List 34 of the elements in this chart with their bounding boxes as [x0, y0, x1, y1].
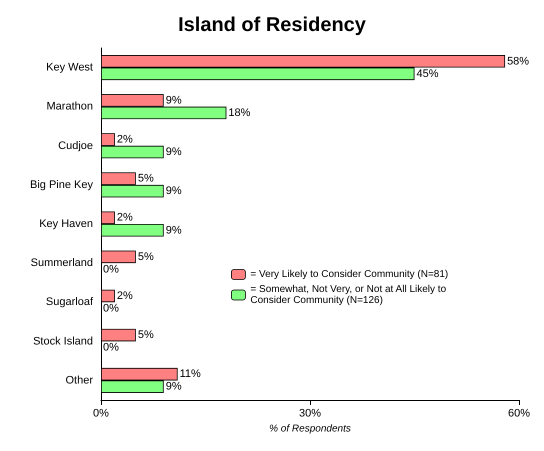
data-label: 0%: [103, 263, 120, 276]
y-tick-label: Stock Island: [33, 335, 93, 348]
data-label: 11%: [180, 368, 202, 380]
y-tick-label: Key Haven: [39, 218, 93, 230]
data-label: 45%: [416, 68, 439, 80]
data-label: 58%: [507, 55, 530, 68]
y-tick-label: Other: [65, 374, 94, 386]
legend-label: = Very Likely to Consider Community (N=81): [250, 269, 448, 280]
y-tick-label: Big Pine Key: [30, 178, 94, 191]
data-label: 2%: [116, 290, 134, 302]
x-tick-label: 60%: [508, 408, 530, 420]
data-label: 9%: [166, 224, 182, 236]
data-label: 9%: [166, 380, 182, 393]
x-axis-title: % of Respondents: [269, 423, 351, 434]
x-tick-label: 30%: [298, 408, 322, 420]
data-label: 5%: [138, 172, 154, 185]
data-label: 0%: [103, 302, 120, 314]
y-tick-label: Cudjoe: [58, 140, 93, 152]
x-tick-label: 0%: [93, 408, 110, 420]
y-tick-label: Sugarloaf: [46, 296, 94, 308]
data-label: 2%: [116, 134, 134, 146]
legend-label: = Somewhat, Not Very, or Not at All Likely to Consider Community (N=126): [250, 284, 449, 306]
data-label: 5%: [138, 250, 154, 263]
data-label: 0%: [103, 342, 120, 354]
data-label: 2%: [116, 212, 134, 224]
chart-title: Island of Residency: [178, 14, 367, 36]
data-label: 5%: [138, 329, 154, 342]
y-tick-label: Key West: [46, 62, 93, 74]
y-tick-label: Marathon: [46, 100, 93, 113]
data-label: 9%: [166, 94, 182, 106]
data-label: 9%: [166, 146, 182, 158]
data-label: 9%: [166, 185, 182, 198]
y-tick-label: Summerland: [30, 257, 93, 270]
data-label: 18%: [228, 106, 251, 119]
